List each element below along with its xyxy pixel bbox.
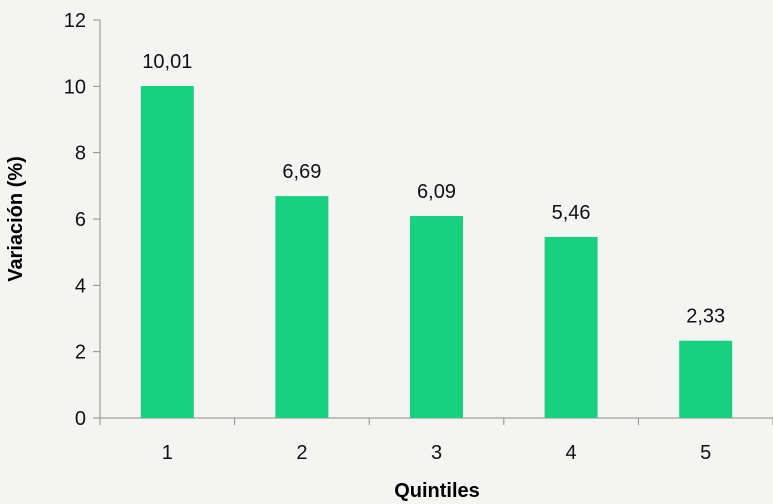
bar-value-label: 5,46 [552, 202, 591, 224]
y-tick-label: 10 [64, 76, 86, 98]
bar [410, 216, 463, 418]
x-axis-title: Quintiles [394, 480, 480, 502]
bar-value-label: 6,69 [282, 161, 321, 183]
x-tick-label: 4 [566, 442, 577, 464]
x-tick-label: 2 [296, 442, 307, 464]
y-tick-label: 2 [75, 342, 86, 364]
data-labels: 10,01 6,69 6,09 5,46 2,33 [142, 51, 725, 328]
bar-value-label: 6,09 [417, 181, 456, 203]
x-axis: 1 2 3 4 5 [99, 417, 773, 464]
y-tick-label: 6 [75, 209, 86, 231]
bar [679, 340, 733, 418]
y-tick-label: 0 [75, 408, 86, 430]
y-tick-label: 8 [75, 143, 86, 165]
x-tick-label: 1 [162, 442, 173, 464]
bars [140, 86, 733, 419]
y-axis-title: Variación (%) [5, 156, 27, 282]
bar-value-label: 10,01 [142, 51, 192, 73]
y-tick-label: 12 [64, 10, 86, 32]
bar-value-label: 2,33 [686, 306, 725, 328]
x-tick-label: 5 [700, 442, 711, 464]
y-axis: 0 2 4 6 8 10 12 [64, 10, 101, 430]
bar [275, 196, 329, 418]
bar [140, 86, 194, 419]
x-tick-label: 3 [431, 442, 442, 464]
y-tick-label: 4 [75, 275, 86, 297]
bar [544, 236, 598, 418]
